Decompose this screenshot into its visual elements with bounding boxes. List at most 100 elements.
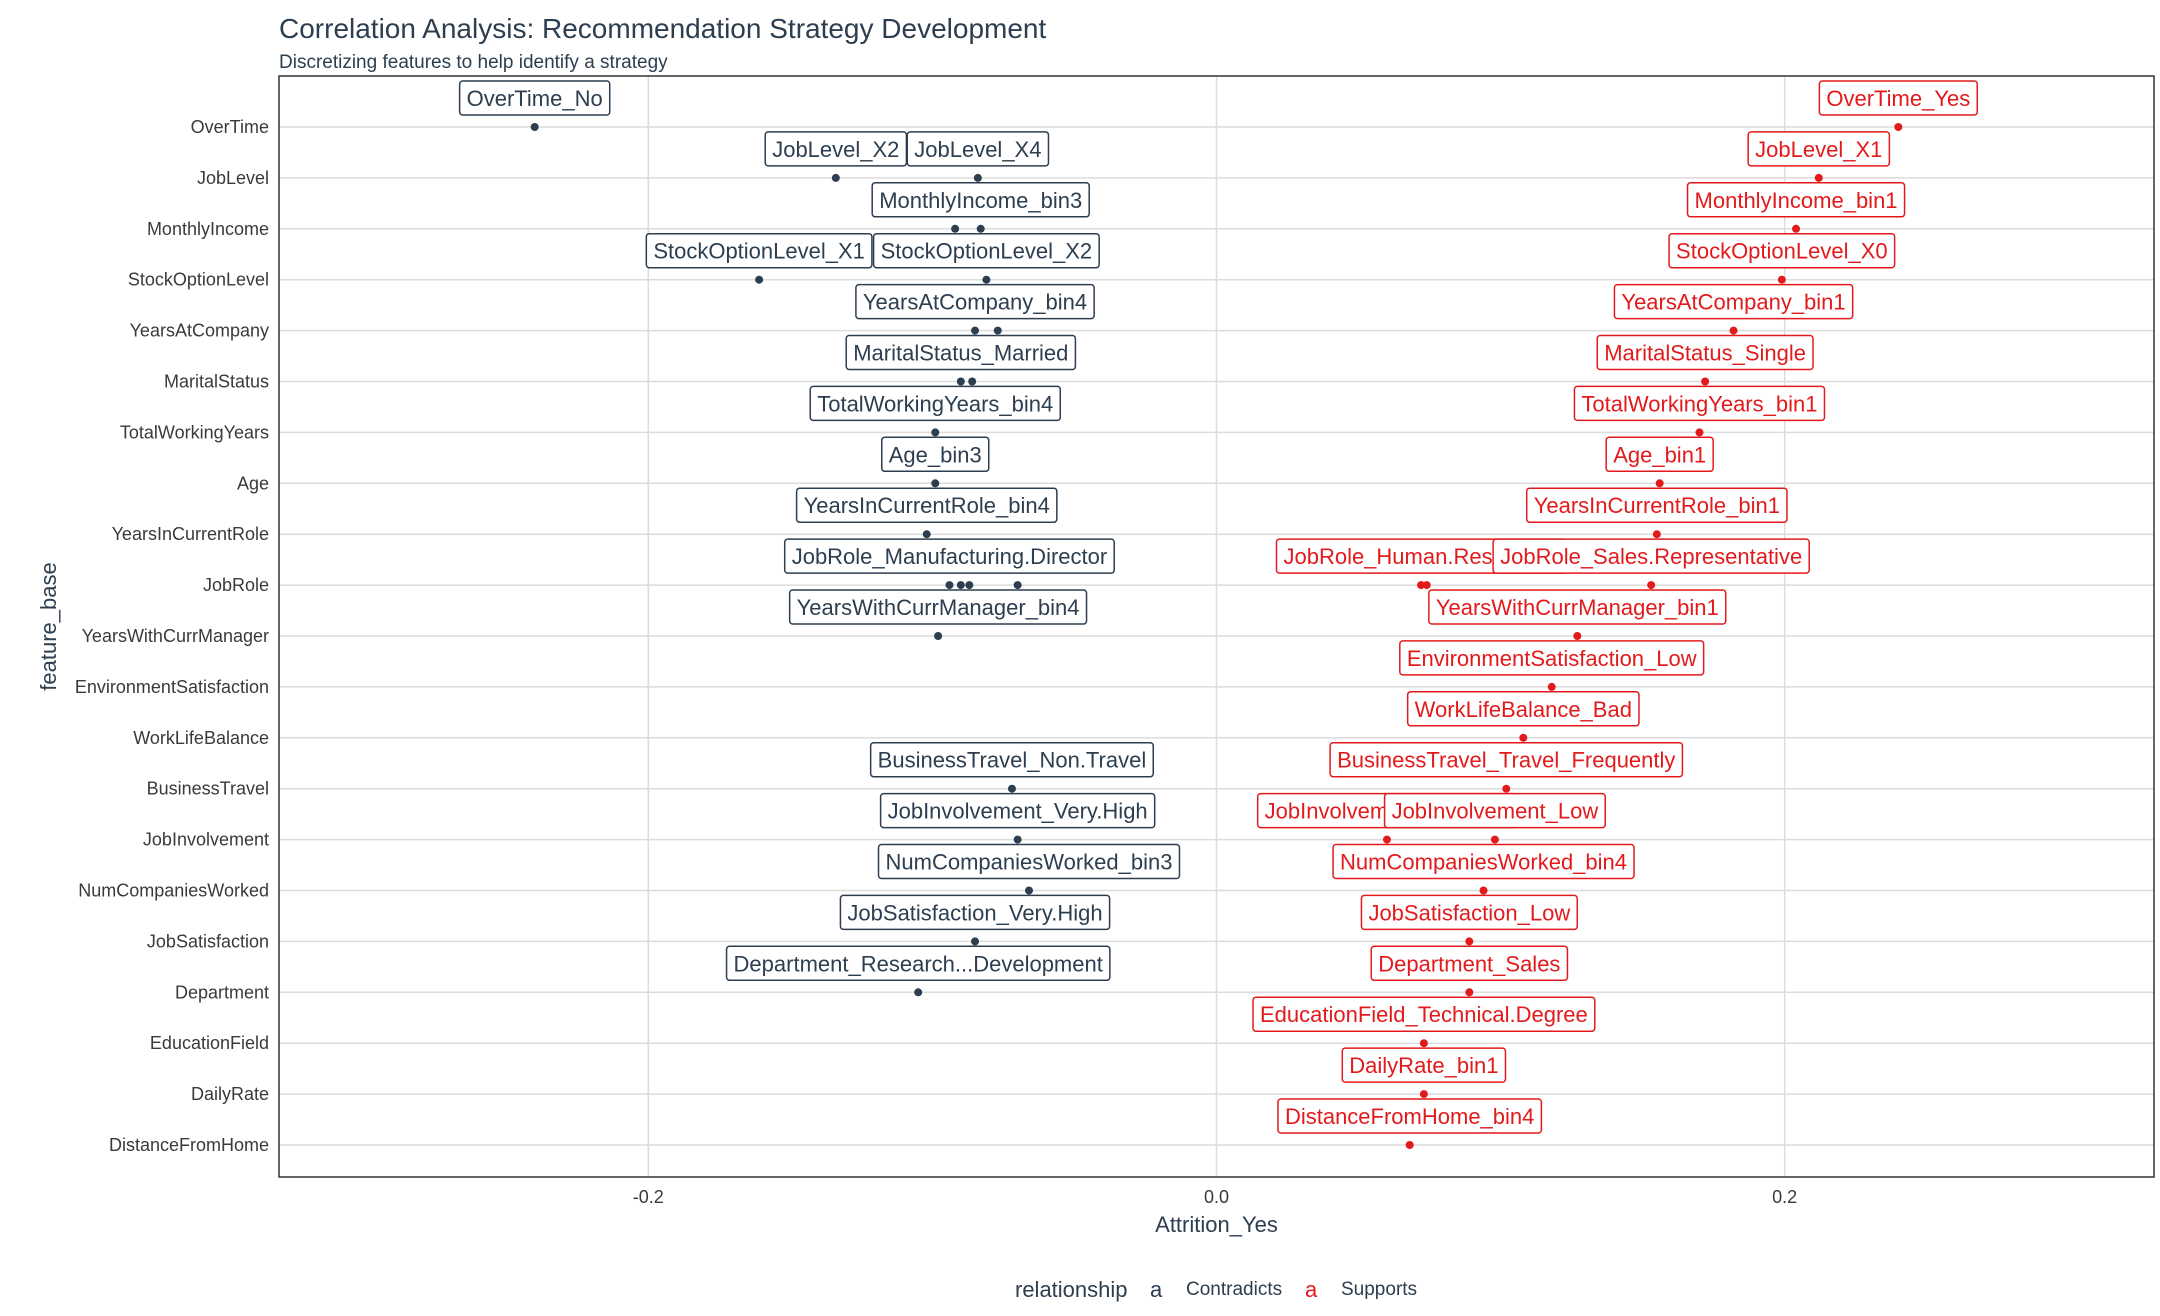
label-text: TotalWorkingYears_bin4	[817, 391, 1053, 416]
legend-title: relationship	[1015, 1277, 1128, 1302]
data-label-jobrole-sales-representative: JobRole_Sales.Representative	[1492, 538, 1810, 574]
label-box	[1406, 691, 1640, 727]
point-supports-dailyrate-bin1	[1419, 1090, 1428, 1099]
point-supports-numcompaniesworked-bin4	[1479, 886, 1488, 895]
label-box	[1370, 945, 1569, 982]
label-text: JobInvolvement_Very.High	[888, 799, 1148, 824]
label-text: StockOptionLevel_X0	[1676, 239, 1888, 264]
label-box	[1818, 80, 1979, 116]
label-box	[845, 334, 1077, 371]
label-box	[1360, 894, 1578, 931]
label-box	[725, 945, 1111, 982]
data-label-stockoptionlevel-x2: StockOptionLevel_X2	[872, 232, 1100, 269]
label-text: StockOptionLevel_X1	[653, 239, 865, 264]
label-box	[764, 131, 908, 167]
point-contradicts-joblevel-x4	[973, 173, 982, 182]
y-tick-department: Department	[175, 982, 269, 1002]
data-label-joblevel-x4: JobLevel_X4	[906, 131, 1050, 167]
data-label-stockoptionlevel-x0: StockOptionLevel_X0	[1668, 232, 1896, 269]
label-text: EnvironmentSatisfaction_Low	[1407, 646, 1697, 671]
label-box	[1399, 640, 1705, 676]
y-tick-stockoptionlevel: StockOptionLevel	[128, 270, 269, 290]
data-label-stockoptionlevel-x1: StockOptionLevel_X1	[645, 232, 873, 269]
data-label-educationfield-technical-degree: EducationField_Technical.Degree	[1252, 996, 1596, 1032]
point-contradicts-jobrole-15	[956, 581, 965, 590]
point-supports-environmentsatisfaction-low	[1547, 682, 1556, 691]
point-supports-totalworkingyears-bin1	[1695, 428, 1704, 437]
label-box	[906, 131, 1050, 167]
point-supports-yearsincurrentrole-bin1	[1652, 530, 1661, 539]
y-tick-distancefromhome: DistanceFromHome	[109, 1135, 269, 1155]
label-text: BusinessTravel_Non.Travel	[878, 748, 1147, 773]
y-tick-jobinvolvement: JobInvolvement	[143, 830, 269, 850]
data-label-joblevel-x2: JobLevel_X2	[764, 131, 908, 167]
label-text: YearsInCurrentRole_bin4	[804, 493, 1050, 518]
label-box	[1383, 792, 1607, 829]
y-axis-tick-labels: OverTime JobLevel MonthlyIncome StockOption…	[75, 117, 269, 1155]
y-tick-dailyrate: DailyRate	[191, 1084, 269, 1104]
label-text: BusinessTravel_Travel_Frequently	[1337, 748, 1675, 773]
label-box	[1492, 538, 1810, 574]
data-label-totalworkingyears-bin1: TotalWorkingYears_bin1	[1573, 385, 1826, 422]
label-box	[855, 283, 1095, 320]
label-text: JobLevel_X1	[1755, 137, 1882, 162]
point-contradicts-age-bin3	[931, 479, 940, 488]
label-text: StockOptionLevel_X2	[881, 239, 1093, 264]
data-label-overtime-no: OverTime_No	[458, 80, 611, 116]
label-box	[458, 80, 611, 116]
point-supports-yearswithcurrmanager-bin1	[1573, 632, 1582, 640]
label-box	[1341, 1047, 1507, 1083]
point-supports-worklifebalance-bad	[1519, 733, 1528, 742]
data-label-department-research-development: Department_Research...Development	[725, 945, 1111, 982]
label-box	[877, 843, 1181, 880]
label-text: JobRole_Manufacturing.Director	[792, 544, 1108, 569]
plot-panel	[278, 75, 2155, 1178]
data-label-yearswithcurrmanager-bin1: YearsWithCurrManager_bin1	[1428, 589, 1727, 625]
label-box	[1668, 232, 1896, 269]
label-box	[1525, 487, 1788, 523]
point-supports-department-sales	[1465, 988, 1474, 997]
point-contradicts-totalworkingyears-bin4	[931, 428, 940, 437]
label-box	[881, 436, 990, 473]
data-points	[530, 123, 1903, 1149]
point-supports-educationfield-technical-degree	[1419, 1039, 1428, 1048]
x-axis-tick-labels: -0.2 0.0 0.2	[633, 1187, 1797, 1207]
point-contradicts-jobrole-manufacturing-director	[945, 581, 954, 590]
data-label-monthlyincome-bin3: MonthlyIncome_bin3	[871, 182, 1090, 218]
label-box	[1605, 436, 1714, 473]
x-axis-title: Attrition_Yes	[1155, 1212, 1278, 1237]
point-contradicts-businesstravel-non-travel	[1007, 784, 1016, 793]
label-text: JobSatisfaction_Very.High	[847, 900, 1102, 925]
point-contradicts-yearsatcompany-8	[993, 326, 1002, 335]
data-label-overtime-yes: OverTime_Yes	[1818, 80, 1979, 116]
x-tick-0-2: -0.2	[633, 1187, 664, 1207]
label-text: JobRole_Sales.Representative	[1500, 544, 1802, 569]
data-label-totalworkingyears-bin4: TotalWorkingYears_bin4	[809, 385, 1062, 422]
label-box	[795, 487, 1058, 523]
point-supports-jobsatisfaction-low	[1465, 937, 1474, 946]
label-text: YearsAtCompany_bin4	[863, 290, 1087, 315]
data-label-yearsatcompany-bin4: YearsAtCompany_bin4	[855, 283, 1095, 320]
label-box	[1332, 843, 1635, 880]
point-supports-overtime-yes	[1894, 123, 1903, 131]
y-tick-environmentsatisfaction: EnvironmentSatisfaction	[75, 677, 269, 697]
label-box	[1277, 1098, 1543, 1134]
point-supports-jobrole-sales-representative	[1647, 581, 1656, 590]
data-label-businesstravel-non-travel: BusinessTravel_Non.Travel	[869, 741, 1155, 778]
y-tick-worklifebalance: WorkLifeBalance	[133, 728, 269, 748]
point-contradicts-maritalstatus-married	[956, 377, 965, 386]
data-label-jobinvolvement-very-high: JobInvolvement_Very.High	[879, 792, 1156, 829]
label-text: DailyRate_bin1	[1349, 1053, 1498, 1078]
data-label-businesstravel-travel-frequently: BusinessTravel_Travel_Frequently	[1329, 741, 1684, 778]
data-label-worklifebalance-bad: WorkLifeBalance_Bad	[1406, 691, 1640, 727]
point-contradicts-stockoptionlevel-x2	[982, 275, 991, 284]
data-label-yearsatcompany-bin1: YearsAtCompany_bin1	[1613, 283, 1854, 320]
x-tick-0-0: 0.0	[1204, 1187, 1229, 1207]
label-box	[809, 385, 1062, 422]
point-supports-age-bin1	[1655, 479, 1664, 488]
point-supports-distancefromhome-bin4	[1405, 1141, 1414, 1149]
point-supports-jobinvolvement-low	[1490, 835, 1499, 844]
point-supports-businesstravel-travel-frequently	[1502, 784, 1511, 793]
label-box	[788, 589, 1088, 625]
point-contradicts-monthlyincome-bin3	[976, 224, 985, 233]
